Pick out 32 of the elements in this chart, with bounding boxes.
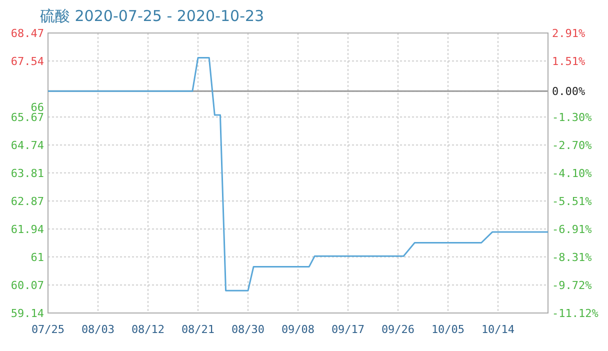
y-tick-label: 65.67 (10, 111, 44, 124)
y2-tick-label: -2.70% (552, 138, 592, 152)
y-tick-label: 64.74 (10, 138, 44, 152)
x-tick-label: 10/14 (481, 323, 515, 336)
y-tick-label: 60.07 (10, 279, 44, 292)
x-tick-label: 08/03 (81, 323, 115, 336)
y2-tick-label: -5.51% (552, 195, 592, 208)
y-tick-label: 61.94 (10, 222, 44, 236)
x-tick-label: 09/08 (281, 323, 315, 336)
y-tick-label: 62.87 (10, 195, 44, 208)
x-tick-label: 08/12 (131, 323, 165, 336)
y2-tick-label: -8.31% (552, 250, 592, 264)
y2-tick-label: -6.91% (552, 222, 592, 236)
y2-tick-label: -1.30% (552, 111, 592, 124)
x-tick-label: 09/26 (381, 323, 415, 336)
x-tick-label: 08/30 (231, 323, 265, 336)
y2-tick-label: -9.72% (552, 279, 592, 292)
y-tick-label: 63.81 (10, 166, 44, 180)
y2-tick-label: -11.12% (552, 307, 599, 320)
y-tick-label: 59.14 (10, 307, 44, 320)
y-tick-label: 67.54 (10, 54, 44, 68)
x-tick-label: 07/25 (31, 323, 65, 336)
y2-tick-label: 2.91% (552, 27, 586, 40)
x-tick-label: 09/17 (331, 323, 365, 336)
chart-title: 硫酸 2020-07-25 - 2020-10-23 (40, 7, 264, 25)
y2-tick-label: 0.00% (552, 85, 586, 98)
y2-tick-label: 1.51% (552, 54, 586, 68)
y-tick-label: 68.47 (10, 27, 44, 40)
x-tick-label: 10/05 (431, 323, 465, 336)
y-tick-label: 61 (30, 251, 44, 264)
x-tick-label: 08/21 (181, 323, 215, 336)
y2-tick-label: -4.10% (552, 166, 592, 180)
